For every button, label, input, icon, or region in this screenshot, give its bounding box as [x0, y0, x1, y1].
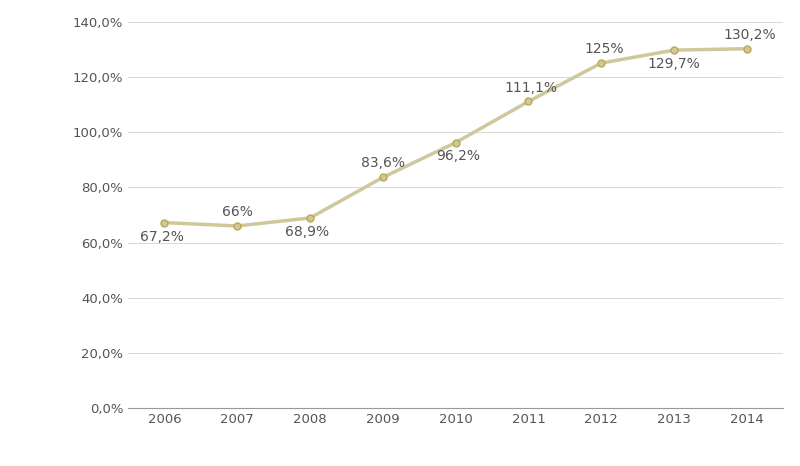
- Text: 96,2%: 96,2%: [437, 150, 481, 164]
- Text: 68,9%: 68,9%: [286, 225, 330, 239]
- Text: 130,2%: 130,2%: [723, 28, 776, 42]
- Text: 129,7%: 129,7%: [648, 57, 701, 71]
- Text: 83,6%: 83,6%: [361, 157, 405, 171]
- Text: 111,1%: 111,1%: [505, 81, 558, 95]
- Text: 125%: 125%: [584, 42, 624, 56]
- Text: 67,2%: 67,2%: [140, 230, 183, 244]
- Text: 66%: 66%: [222, 205, 253, 219]
